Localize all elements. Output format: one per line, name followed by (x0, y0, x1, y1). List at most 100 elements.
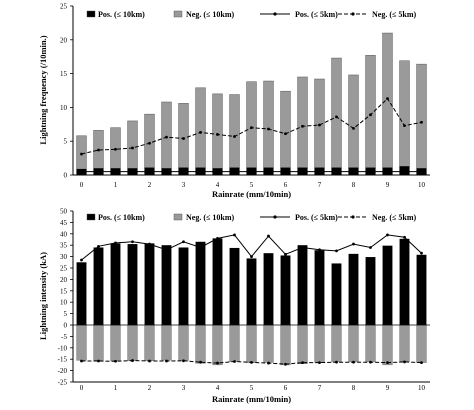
x-tick-label: 7 (318, 384, 322, 392)
point-neg-5km (114, 359, 117, 363)
point-neg-5km (199, 131, 202, 134)
point-pos-5km (131, 240, 134, 244)
legend-swatch (86, 10, 96, 18)
y-tick-label: 5 (64, 310, 68, 318)
x-tick-label: 4 (216, 384, 220, 392)
bar-neg-10km (348, 324, 359, 363)
bar-neg-10km (416, 324, 427, 363)
bar-pos-10km (263, 253, 274, 325)
point-neg-5km (352, 360, 355, 364)
point-neg-5km (233, 135, 236, 138)
point-pos-5km (131, 170, 134, 174)
x-tick-label: 9 (386, 181, 390, 189)
point-pos-5km (386, 233, 389, 237)
bar-pos-10km (314, 250, 325, 325)
bar-neg-10km (161, 324, 172, 361)
y-tick-label: 25 (60, 265, 68, 273)
point-pos-5km (369, 170, 372, 174)
y-tick-label: -20 (58, 367, 68, 375)
x-tick-label: 1 (114, 384, 118, 392)
x-axis-title: Rainrate (mm/10min) (212, 189, 291, 199)
point-pos-5km (335, 249, 338, 253)
bar-neg-10km (93, 324, 104, 361)
bar-pos-10km (297, 245, 308, 325)
y-tick-label: 5 (64, 138, 68, 146)
top-chart-panel: 0 5 10 15 20 25 0 1 2 3 4 5 6 7 8 9 10 Rainrate (mm/10min… (38, 3, 430, 199)
point-neg-5km (267, 361, 270, 365)
point-pos-5km (335, 170, 338, 174)
x-tick-label: 10 (418, 181, 426, 189)
point-neg-5km (148, 141, 151, 145)
x-tick-label: 10 (418, 384, 426, 392)
bar-neg-10km (416, 63, 427, 176)
bar-neg-10km (280, 324, 291, 366)
point-neg-5km (97, 359, 100, 363)
x-tick-label: 9 (386, 384, 390, 392)
bar-pos-10km (416, 254, 427, 325)
point-pos-5km (318, 170, 321, 174)
point-neg-5km (335, 360, 338, 364)
point-pos-5km (148, 242, 151, 246)
y-tick-label: 0 (64, 322, 68, 330)
bar-neg-10km (127, 324, 138, 361)
bar-pos-10km (76, 262, 87, 325)
bar-pos-10km (195, 241, 206, 325)
x-tick-label: 3 (182, 181, 186, 189)
y-tick-label: 15 (60, 70, 68, 78)
bar-pos-10km (365, 257, 376, 325)
point-neg-5km (369, 360, 372, 364)
bar-neg-10km (263, 324, 274, 363)
point-pos-5km (182, 170, 185, 174)
x-tick-label: 8 (352, 384, 356, 392)
point-neg-5km (233, 360, 236, 363)
x-tick-label: 1 (114, 181, 118, 189)
point-pos-5km (114, 241, 117, 245)
point-neg-5km (250, 360, 253, 364)
legend-label: Neg. (≤ 5km) (372, 213, 416, 222)
legend-label: Pos. (≤ 5km) (295, 213, 338, 222)
point-neg-5km (131, 146, 134, 150)
bar-neg-10km (76, 324, 87, 361)
point-pos-5km (352, 242, 355, 246)
point-neg-5km (148, 359, 151, 363)
point-neg-5km (335, 115, 338, 119)
x-axis-title: Rainrate (mm/10min) (212, 394, 291, 404)
point-pos-5km (250, 170, 253, 174)
y-axis-title: Lightning frequency (/10min.) (38, 35, 48, 144)
legend-marker (273, 215, 277, 219)
bar-neg-10km (314, 78, 325, 176)
legend-label: Neg. (≤ 10km) (186, 10, 234, 19)
point-neg-5km (216, 133, 219, 136)
point-pos-5km (267, 170, 270, 174)
point-neg-5km (165, 359, 168, 363)
legend-swatch (86, 213, 96, 221)
point-neg-5km (403, 360, 406, 364)
bar-pos-10km (110, 243, 121, 325)
bar-pos-10km (331, 263, 342, 325)
x-tick-label: 5 (250, 181, 254, 189)
bar-neg-10km (229, 94, 240, 176)
bar-neg-10km (314, 324, 325, 363)
point-pos-5km (165, 170, 168, 174)
bar-pos-10km (212, 238, 223, 325)
point-pos-5km (403, 235, 406, 239)
y-tick-label: 45 (60, 219, 68, 227)
bar-pos-10km (348, 253, 359, 325)
bar-pos-10km (280, 255, 291, 325)
point-neg-5km (216, 361, 219, 365)
point-neg-5km (301, 361, 304, 365)
bar-neg-10km (144, 324, 155, 361)
legend-swatch (173, 10, 183, 18)
legend-label: Pos. (≤ 5km) (295, 10, 338, 19)
y-tick-label: -25 (58, 379, 68, 387)
point-pos-5km (403, 170, 406, 174)
point-pos-5km (148, 170, 151, 174)
point-neg-5km (80, 152, 83, 156)
point-pos-5km (199, 246, 202, 249)
x-tick-label: 8 (352, 181, 356, 189)
point-pos-5km (165, 248, 168, 252)
point-neg-5km (250, 126, 253, 130)
y-tick-label: 40 (60, 230, 68, 238)
point-pos-5km (301, 170, 304, 174)
y-tick-label: 30 (60, 253, 68, 261)
